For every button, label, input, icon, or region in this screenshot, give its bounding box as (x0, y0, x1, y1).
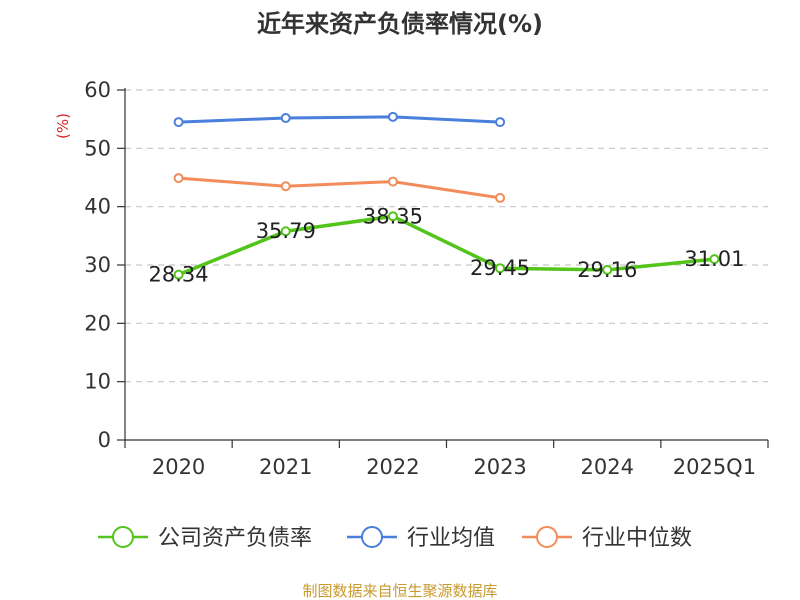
y-tick-label: 30 (84, 253, 111, 277)
data-point (173, 269, 184, 280)
data-point (602, 264, 613, 275)
data-labels: 28.34 35.79 38.35 29.45 29.16 31.01 (149, 204, 745, 286)
y-tick-label: 60 (84, 78, 111, 102)
data-label: 38.35 (363, 204, 423, 228)
series-line (177, 214, 715, 277)
y-tick-label: 0 (98, 428, 111, 452)
data-point (387, 111, 398, 122)
data-label: 29.45 (470, 256, 530, 280)
y-tick-label: 20 (84, 311, 111, 335)
x-tick-label: 2021 (259, 455, 312, 479)
data-point (495, 117, 506, 128)
data-label: 28.34 (149, 263, 209, 287)
x-tick-label: 2020 (152, 455, 205, 479)
series-line (178, 115, 501, 124)
data-label: 29.16 (577, 258, 637, 282)
x-tick-label: 2023 (473, 455, 526, 479)
grid-lines (125, 89, 768, 383)
x-tick-label: 2022 (366, 455, 419, 479)
data-point (387, 211, 398, 222)
data-point (280, 181, 291, 192)
data-point (280, 113, 291, 123)
data-point (173, 173, 184, 184)
legend: 公司资产负债率 行业均值 行业中位数 (98, 526, 692, 551)
data-point (495, 263, 506, 274)
legend-marker-circle (112, 526, 134, 548)
series-line (178, 176, 501, 200)
source-note: 制图数据来自恒生聚源数据库 (302, 582, 497, 600)
data-point (709, 254, 720, 265)
y-axis-unit-label: (%) (54, 113, 72, 139)
legend-label: 公司资产负债率 (158, 526, 312, 551)
data-point (173, 117, 184, 128)
x-tick-label: 2024 (581, 455, 634, 479)
series (173, 111, 720, 280)
x-axis-ticks: 2020 2021 2022 2023 2024 2025Q1 (124, 440, 769, 479)
legend-marker-circle (361, 526, 383, 548)
data-label: 31.01 (684, 247, 744, 271)
data-point (280, 226, 291, 237)
y-tick-label: 40 (84, 195, 111, 219)
x-tick-label: 2025Q1 (673, 455, 756, 479)
y-tick-label: 50 (84, 136, 111, 160)
y-axis-ticks: 0 10 20 30 40 50 60 (84, 78, 125, 452)
y-tick-label: 10 (84, 370, 111, 394)
data-label: 35.79 (256, 219, 316, 243)
legend-label: 行业均值 (407, 526, 495, 551)
data-point (495, 192, 506, 203)
chart-title: 近年来资产负债率情况(%) (257, 10, 543, 38)
legend-marker-circle (536, 526, 558, 548)
data-point (387, 176, 398, 187)
legend-label: 行业中位数 (582, 526, 692, 551)
